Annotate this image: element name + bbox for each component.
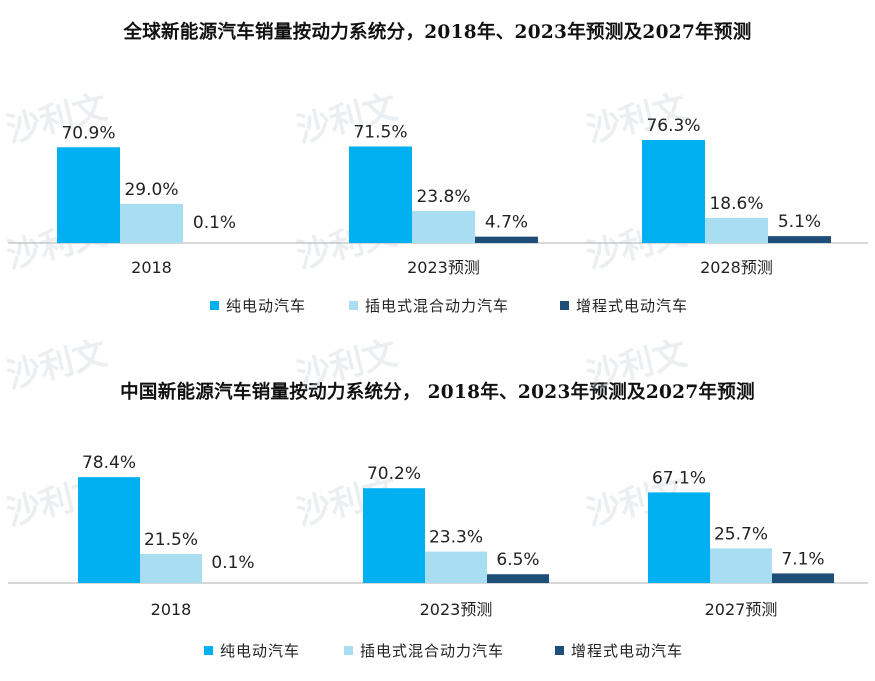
- bar: [363, 488, 425, 583]
- bar: [120, 203, 183, 243]
- legend-swatch: [349, 301, 358, 310]
- bar: [475, 236, 538, 243]
- watermark-text: 沙利文: [3, 340, 112, 397]
- x-tick-label: 2018: [151, 600, 192, 619]
- bar: [768, 236, 831, 243]
- legend-label: 插电式混合动力汽车: [360, 642, 504, 660]
- x-tick-label: 2027预测: [705, 600, 778, 619]
- legend-label: 纯电动汽车: [220, 642, 300, 660]
- bar: [705, 217, 768, 243]
- data-label: 7.1%: [781, 549, 824, 569]
- bar: [642, 139, 705, 243]
- x-tick-label: 2023预测: [420, 600, 493, 619]
- data-label: 23.8%: [416, 187, 470, 207]
- chart-title: 全球新能源汽车销量按动力系统分，2018年、2023年预测及2027年预测: [123, 22, 752, 43]
- bar: [349, 146, 412, 243]
- bar: [648, 492, 710, 583]
- data-label: 25.7%: [714, 524, 768, 544]
- bar: [78, 477, 140, 583]
- data-label: 70.9%: [61, 123, 115, 143]
- legend-label: 增程式电动汽车: [576, 297, 688, 315]
- data-label: 70.2%: [367, 464, 421, 484]
- x-tick-label: 2023预测: [407, 258, 480, 277]
- watermark-text: 沙利文: [293, 340, 402, 397]
- bar: [140, 553, 202, 583]
- data-label: 5.1%: [778, 212, 821, 232]
- legend-swatch: [560, 301, 569, 310]
- data-label: 23.3%: [429, 528, 483, 548]
- data-label: 78.4%: [82, 453, 136, 473]
- legend-swatch: [210, 301, 219, 310]
- data-label: 0.1%: [211, 553, 254, 573]
- x-tick-label: 2018: [131, 258, 172, 277]
- legend-swatch: [344, 646, 353, 655]
- bar: [710, 548, 772, 583]
- chart-global: 全球新能源汽车销量按动力系统分，2018年、2023年预测及2027年预测 沙利…: [0, 0, 875, 340]
- data-label: 6.5%: [496, 550, 539, 570]
- bar: [487, 574, 549, 583]
- bar: [412, 210, 475, 243]
- legend-swatch: [204, 646, 213, 655]
- legend-label: 纯电动汽车: [226, 297, 306, 315]
- bar: [57, 147, 120, 243]
- chart-china: 中国新能源汽车销量按动力系统分， 2018年、2023年预测及2027年预测 沙…: [0, 340, 875, 681]
- legend-swatch: [555, 646, 564, 655]
- data-label: 21.5%: [144, 530, 198, 550]
- data-label: 0.1%: [193, 213, 236, 233]
- bar: [425, 551, 487, 583]
- legend-label: 插电式混合动力汽车: [365, 297, 509, 315]
- data-label: 76.3%: [646, 116, 700, 136]
- legend-label: 增程式电动汽车: [571, 642, 683, 660]
- chart-title: 中国新能源汽车销量按动力系统分， 2018年、2023年预测及2027年预测: [120, 382, 755, 403]
- data-label: 29.0%: [124, 180, 178, 200]
- x-tick-label: 2028预测: [700, 258, 773, 277]
- watermark-text: 沙利文: [583, 340, 692, 397]
- data-label: 71.5%: [353, 122, 407, 142]
- data-label: 4.7%: [485, 213, 528, 233]
- data-label: 18.6%: [709, 194, 763, 214]
- data-label: 67.1%: [652, 468, 706, 488]
- bar: [772, 573, 834, 583]
